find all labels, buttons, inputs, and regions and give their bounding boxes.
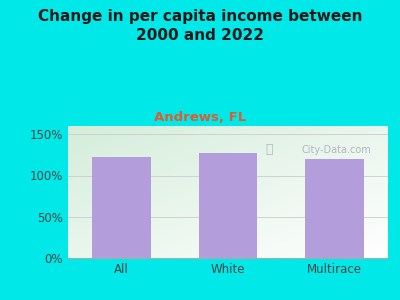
Text: City-Data.com: City-Data.com bbox=[302, 145, 371, 155]
Bar bbox=[305, 159, 364, 258]
Text: Change in per capita income between
2000 and 2022: Change in per capita income between 2000… bbox=[38, 9, 362, 43]
Bar bbox=[92, 157, 151, 258]
Text: ⓘ: ⓘ bbox=[266, 143, 273, 156]
Bar bbox=[199, 153, 257, 258]
Text: Andrews, FL: Andrews, FL bbox=[154, 111, 246, 124]
